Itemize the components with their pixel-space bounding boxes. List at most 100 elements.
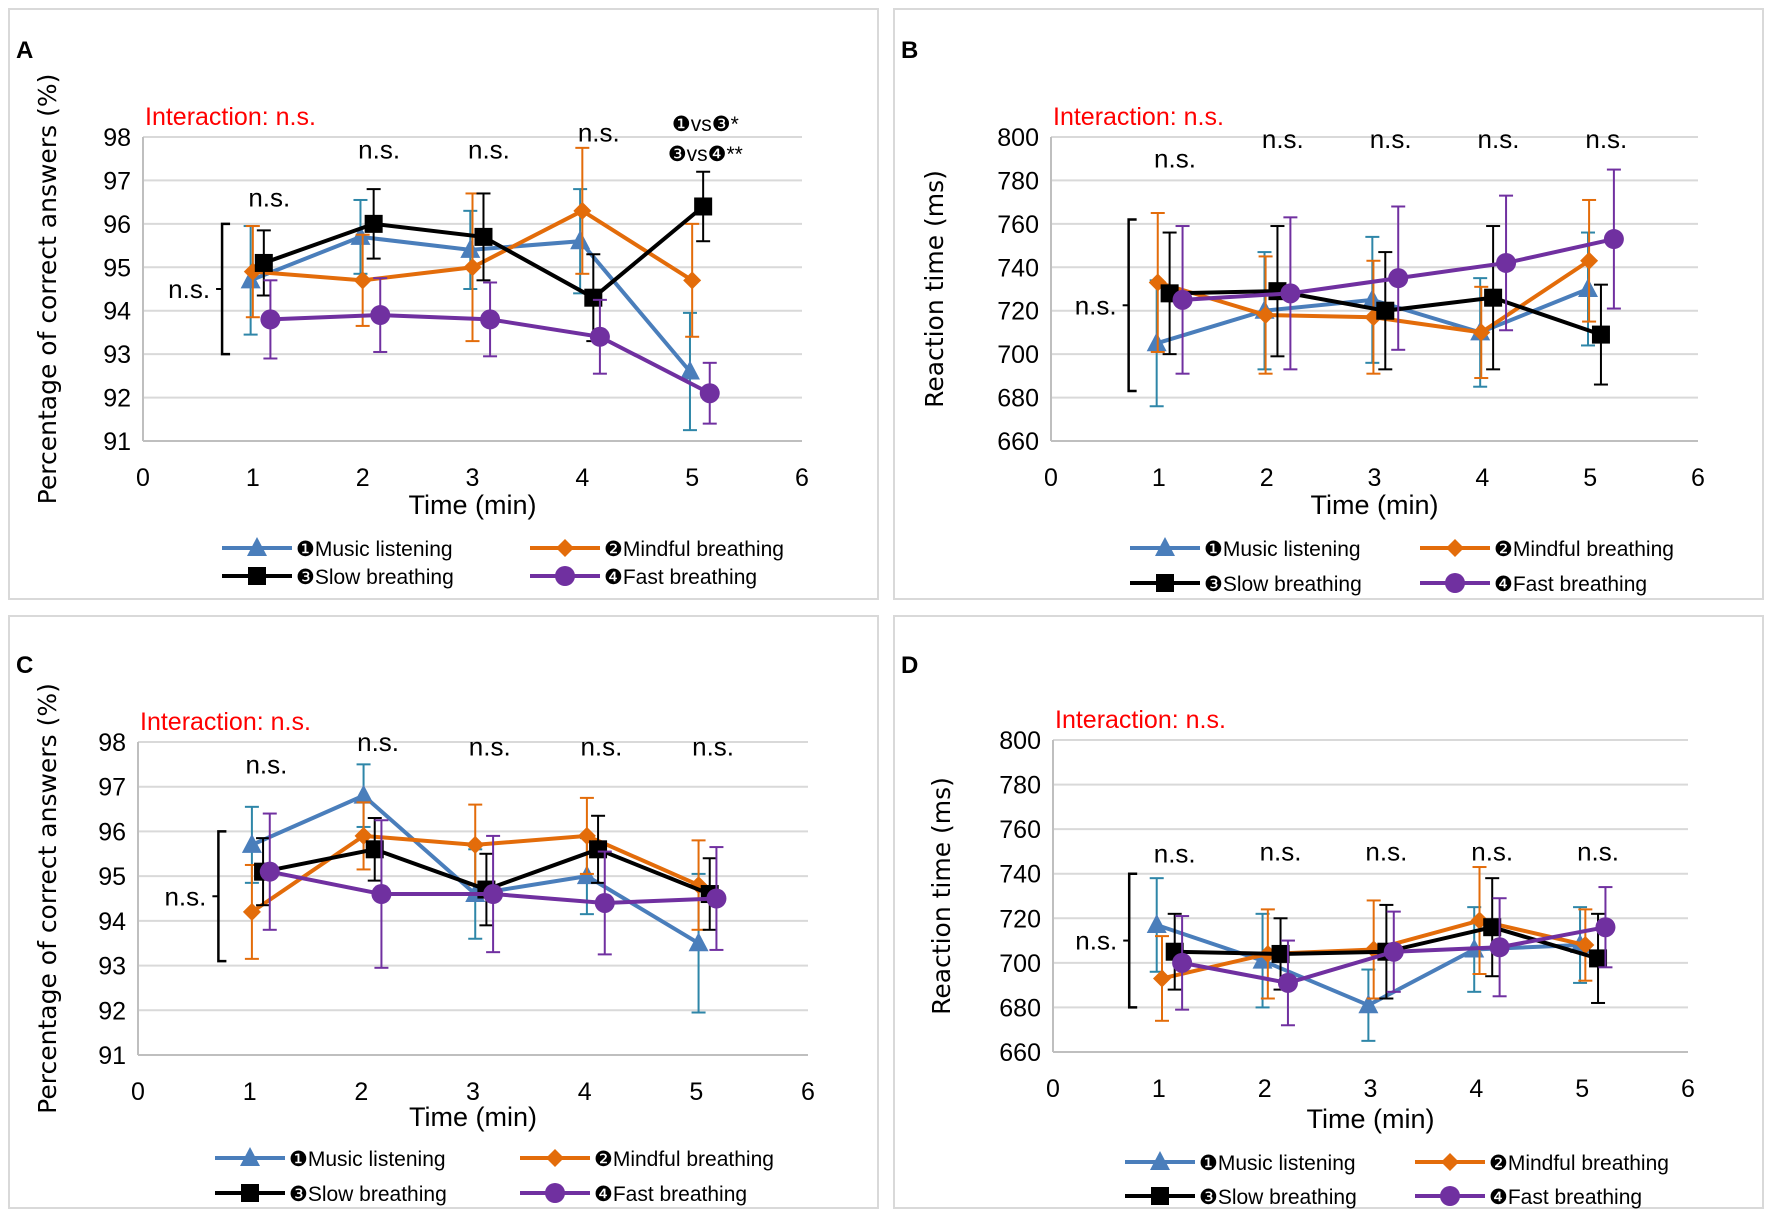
data-point [370, 305, 391, 326]
time-annotation: n.s. [692, 731, 734, 761]
legend-marker [556, 539, 574, 557]
time-annotation: n.s. [358, 135, 400, 165]
data-point [1484, 288, 1503, 307]
data-point [474, 227, 493, 246]
panel-d [893, 615, 1764, 1209]
legend-label: ❹Fast breathing [604, 566, 757, 589]
legend-marker [545, 1183, 565, 1203]
panel-letter: D [901, 652, 918, 679]
x-tick-label: 6 [1691, 464, 1705, 492]
legend-label: ❷Mindful breathing [1489, 1152, 1669, 1175]
data-point [1172, 289, 1193, 310]
y-tick-label: 93 [98, 953, 126, 981]
x-tick-label: 1 [246, 464, 260, 492]
legend-marker [1156, 574, 1174, 592]
legend-label: ❶Music listening [1199, 1152, 1356, 1175]
data-point [688, 932, 709, 952]
main-effect-label: n.s. [1075, 290, 1117, 320]
legend-marker [1445, 573, 1465, 593]
time-annotation: n.s. [357, 727, 399, 757]
panel-a [8, 8, 879, 600]
data-point [460, 238, 481, 258]
y-tick-label: 91 [103, 428, 131, 456]
chart-d: D 660 680 700 720 740 760 780 800 0 1 2 3 4 5 6 Time (mi… [901, 652, 1695, 1209]
panel-letter: C [16, 652, 33, 679]
series-fast [1172, 168, 1624, 375]
x-tick-label: 6 [795, 464, 809, 492]
data-point [1277, 972, 1298, 993]
y-tick-label: 660 [997, 428, 1039, 456]
series-slow [254, 170, 713, 343]
data-point [259, 861, 280, 882]
time-annotation: n.s. [1365, 836, 1407, 866]
legend-marker [546, 1149, 564, 1167]
legend-marker [241, 1184, 259, 1202]
series-fast [260, 277, 720, 425]
y-tick-label: 91 [98, 1042, 126, 1070]
data-point [699, 383, 720, 404]
time-annotation: n.s. [1471, 836, 1513, 866]
legend-marker [1441, 1153, 1459, 1171]
legend-label: ❶Music listening [1204, 538, 1361, 561]
data-point [1358, 994, 1379, 1014]
y-tick-label: 94 [98, 908, 126, 936]
legend-item-fast: ❹Fast breathing [530, 566, 757, 589]
y-tick-label: 94 [103, 298, 131, 326]
data-point [1256, 306, 1275, 325]
legend-marker [1155, 537, 1175, 556]
x-tick-label: 4 [1475, 464, 1489, 492]
data-point [1146, 913, 1167, 933]
x-axis-label: Time (min) [1307, 1104, 1435, 1134]
x-tick-label: 2 [356, 464, 370, 492]
legend-item-mindful: ❷Mindful breathing [520, 1148, 774, 1171]
legend-item-slow: ❸Slow breathing [222, 566, 454, 589]
data-point [466, 835, 485, 854]
data-point [589, 840, 608, 859]
data-point [243, 262, 262, 281]
panel-letter: B [901, 37, 918, 64]
y-axis-label: Reaction time (ms) [927, 777, 956, 1015]
data-point [706, 888, 727, 909]
legend-label: ❷Mindful breathing [604, 538, 784, 561]
time-annotation: n.s. [245, 749, 287, 779]
data-point [463, 258, 482, 277]
main-effect-bracket [217, 830, 227, 963]
x-tick-label: 6 [801, 1078, 815, 1106]
legend-marker [248, 567, 266, 585]
data-point [1388, 268, 1409, 289]
x-tick-label: 1 [1152, 1075, 1166, 1103]
x-tick-label: 0 [131, 1078, 145, 1106]
data-point [364, 214, 383, 233]
data-point [254, 253, 273, 272]
series-mindful [243, 146, 702, 343]
legend-item-slow: ❸Slow breathing [1130, 573, 1362, 596]
x-tick-label: 4 [578, 1078, 592, 1106]
x-tick-label: 0 [136, 464, 150, 492]
data-point [242, 902, 261, 921]
y-tick-label: 700 [997, 341, 1039, 369]
data-point [1153, 969, 1172, 988]
x-tick-label: 4 [575, 464, 589, 492]
y-tick-label: 98 [98, 729, 126, 757]
y-tick-label: 720 [999, 905, 1041, 933]
series-music [240, 188, 700, 432]
x-tick-label: 2 [1260, 464, 1274, 492]
data-point [260, 309, 281, 330]
data-point [480, 309, 501, 330]
x-axis-label: Time (min) [409, 490, 537, 520]
y-tick-label: 93 [103, 341, 131, 369]
time-annotation: n.s. [1577, 836, 1619, 866]
data-point [483, 884, 504, 905]
data-point [1496, 252, 1517, 273]
chart-a: A 91 92 93 94 95 96 97 98 0 1 2 3 4 5 6 Time (min) Percen… [16, 37, 809, 589]
data-point [694, 197, 713, 216]
legend-item-music: ❶Music listening [1125, 1151, 1356, 1175]
x-tick-label: 6 [1681, 1075, 1695, 1103]
x-tick-label: 0 [1046, 1075, 1060, 1103]
data-point [1472, 323, 1491, 342]
main-effect-label: n.s. [168, 274, 210, 304]
y-tick-label: 680 [997, 385, 1039, 413]
data-point [1578, 278, 1599, 297]
x-tick-label: 1 [243, 1078, 257, 1106]
